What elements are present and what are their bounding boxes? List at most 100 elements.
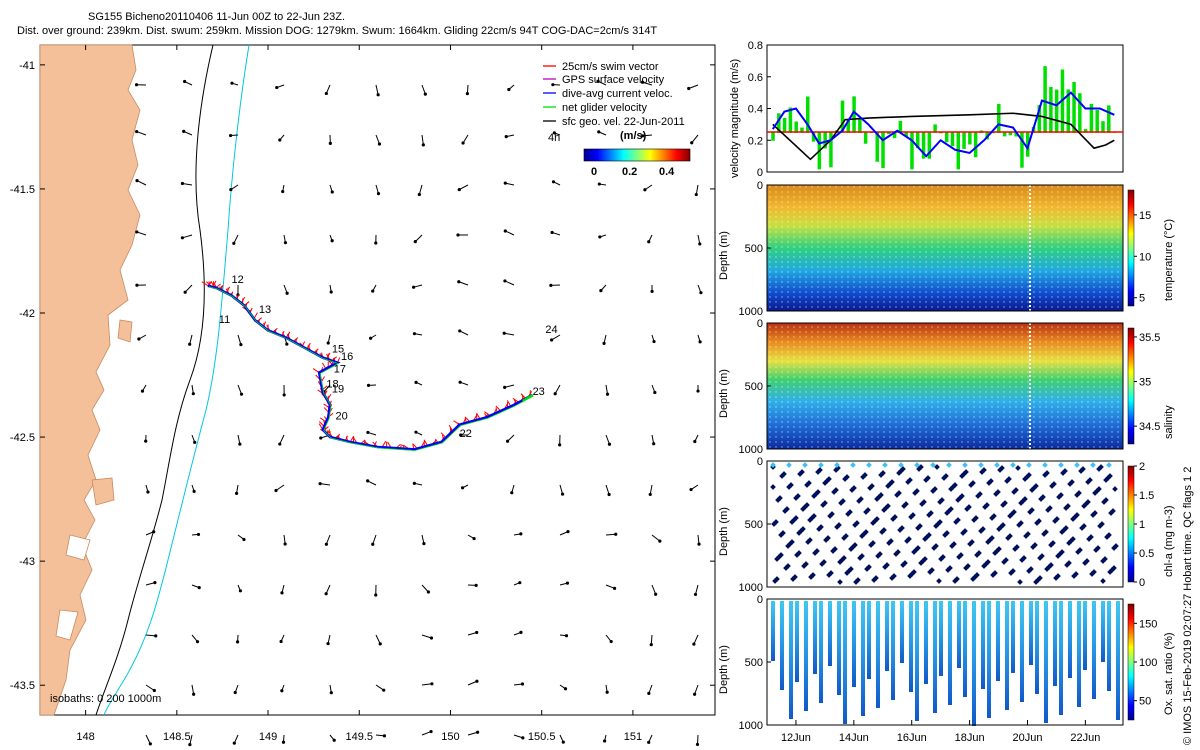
chl-sample bbox=[899, 525, 905, 531]
chl-sample bbox=[817, 467, 823, 473]
net-glider-bar bbox=[806, 96, 810, 133]
chl-a-ytick-500: 500 bbox=[745, 519, 763, 531]
sfc-arrow-head bbox=[475, 730, 480, 734]
sfc-arrow-head bbox=[597, 182, 601, 186]
sfc-arrow-head bbox=[328, 141, 332, 145]
sfc-arrow-head bbox=[180, 236, 185, 240]
sfc-arrow bbox=[421, 731, 432, 736]
chl-sample bbox=[1037, 575, 1043, 581]
sfc-arrow bbox=[189, 734, 193, 745]
sfc-arrow-head bbox=[519, 532, 523, 536]
sfc-arrow-head bbox=[551, 83, 555, 87]
net-glider-bar bbox=[904, 132, 908, 137]
chl-sample bbox=[914, 488, 920, 494]
chl-sample bbox=[821, 559, 827, 565]
oxygen-profile bbox=[1005, 601, 1009, 710]
net-glider-bar bbox=[863, 132, 868, 144]
sfc-arrow bbox=[279, 434, 285, 445]
map-ytick--41.5: -41.5 bbox=[10, 184, 35, 196]
sfc-arrow-head bbox=[474, 583, 478, 588]
sfc-arrow-head bbox=[503, 279, 507, 283]
net-glider-bar bbox=[910, 132, 914, 170]
net-glider-bar bbox=[1066, 89, 1071, 133]
sfc-arrow-head bbox=[371, 289, 375, 293]
temperature-ytick-500: 500 bbox=[745, 243, 763, 255]
sfc-arrow-head bbox=[561, 740, 565, 744]
sfc-arrow bbox=[325, 534, 331, 545]
sfc-arrow-head bbox=[193, 440, 197, 444]
date-tick-22Jun: 22Jun bbox=[1070, 732, 1100, 744]
chl-sample bbox=[858, 496, 864, 502]
sfc-arrow-head bbox=[503, 385, 507, 389]
chl-sample bbox=[1015, 465, 1021, 471]
chl-surface-sample bbox=[786, 462, 792, 468]
sfc-arrow-head bbox=[550, 230, 554, 235]
sfc-arrow-head bbox=[429, 729, 433, 734]
map-xtick-148: 148 bbox=[76, 731, 94, 743]
chl-sample bbox=[778, 552, 784, 558]
sfc-arrow-head bbox=[329, 691, 333, 695]
chl-sample bbox=[774, 576, 780, 582]
net-glider-bar bbox=[939, 132, 943, 134]
temperature-colorbar-label: temperature (°C) bbox=[1163, 219, 1175, 301]
net-glider-bar bbox=[782, 117, 787, 133]
chl-sample bbox=[878, 492, 884, 498]
sfc-arrow-head bbox=[382, 688, 386, 692]
legend-net: net glider velocity bbox=[562, 102, 647, 114]
net-glider-bar bbox=[881, 132, 885, 169]
net-glider-bar bbox=[1054, 89, 1059, 133]
net-glider-bar bbox=[771, 132, 775, 141]
chl-sample bbox=[784, 506, 790, 512]
chl-sample bbox=[966, 504, 972, 510]
chl-sample bbox=[952, 482, 958, 488]
sfc-arrow-head bbox=[458, 329, 462, 333]
sfc-arrow-head bbox=[417, 192, 421, 197]
oxygen-profile bbox=[771, 601, 775, 661]
chl-sample bbox=[903, 501, 909, 507]
sfc-arrow-head bbox=[274, 488, 278, 493]
date-tick-20Jun: 20Jun bbox=[1012, 732, 1042, 744]
sfc-arrow bbox=[693, 634, 699, 645]
sfc-arrow-head bbox=[422, 541, 426, 546]
sfc-arrow-head bbox=[597, 130, 601, 134]
sfc-arrow bbox=[182, 183, 193, 186]
map-axes-frame bbox=[39, 44, 716, 716]
chl-sample bbox=[928, 510, 934, 516]
chl-a-cbar-label-1: 1 bbox=[1139, 519, 1145, 531]
chl-surface-sample bbox=[994, 462, 1000, 468]
oxygen-profile bbox=[1092, 601, 1096, 699]
net-glider-bar bbox=[1089, 103, 1094, 133]
chl-sample bbox=[855, 577, 861, 583]
chl-sample bbox=[1100, 578, 1106, 584]
chl-sample bbox=[911, 569, 917, 575]
chl-sample bbox=[1099, 521, 1105, 527]
chl-sample bbox=[1063, 525, 1069, 531]
sfc-arrow-head bbox=[697, 542, 701, 546]
net-glider-bar bbox=[829, 132, 833, 168]
chl-sample bbox=[1007, 533, 1013, 539]
sfc-arrow-head bbox=[696, 389, 700, 393]
sfc-arrow-head bbox=[475, 630, 479, 635]
sfc-arrow-head bbox=[135, 230, 139, 234]
sfc-arrow-head bbox=[560, 492, 565, 496]
chl-sample bbox=[837, 579, 843, 585]
net-glider-bar bbox=[962, 132, 966, 149]
sfc-arrow-head bbox=[413, 240, 417, 244]
sfc-arrow-head bbox=[324, 592, 328, 596]
sfc-arrow-head bbox=[412, 285, 416, 289]
chl-sample bbox=[992, 570, 998, 576]
chl-sample bbox=[995, 489, 1001, 495]
oxygen-cbar-label-100: 100 bbox=[1139, 657, 1157, 669]
temperature-ylabel: Depth (m) bbox=[718, 231, 730, 280]
chl-sample bbox=[907, 477, 913, 483]
sfc-arrow-head bbox=[152, 688, 156, 693]
sfc-arrow-head bbox=[693, 592, 698, 597]
chl-sample bbox=[851, 485, 857, 491]
sfc-arrow-head bbox=[458, 380, 462, 384]
velocity-y-ticks: 0 0.2 0.4 0.6 0.8 bbox=[748, 40, 771, 179]
sfc-arrow-head bbox=[318, 482, 322, 486]
oxygen-profile bbox=[885, 601, 889, 671]
imos-credit: © IMOS 15-Feb-2019 02:07:27 Hobart time.… bbox=[1182, 467, 1194, 745]
